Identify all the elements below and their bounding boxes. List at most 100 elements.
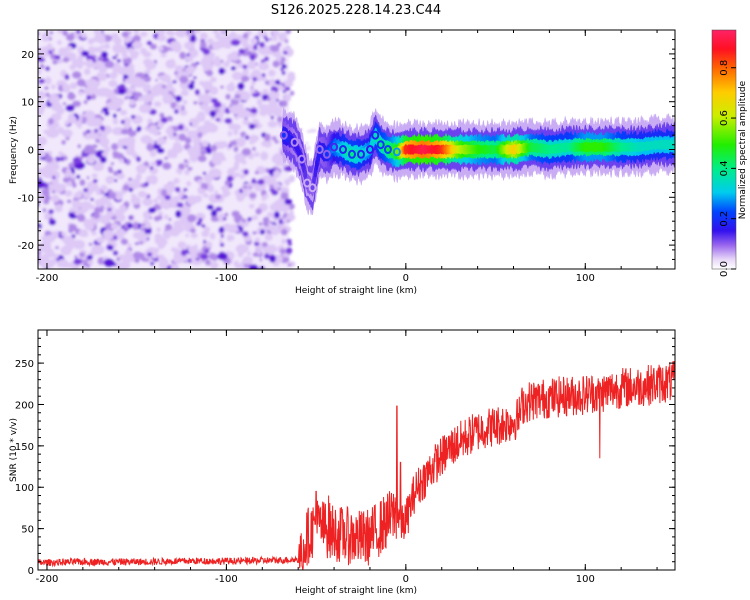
noise-blob	[149, 43, 157, 50]
noise-blob	[132, 231, 143, 239]
noise-blob	[195, 212, 206, 221]
noise-blob	[64, 235, 74, 245]
noise-blob	[162, 230, 172, 240]
noise-blob	[62, 102, 67, 106]
noise-blob	[197, 111, 206, 121]
noise-blob	[85, 59, 94, 69]
noise-blob	[124, 35, 135, 44]
snr-y-ticks: 0 50 100 150 200 250	[15, 329, 675, 577]
noise-blob	[100, 195, 109, 205]
noise-blob	[142, 197, 154, 207]
noise-blob	[112, 151, 118, 156]
noise-blob	[163, 201, 171, 210]
colorbar-label: Normalized spectral amplitude	[738, 80, 748, 219]
noise-blob	[153, 101, 162, 107]
noise-blob	[278, 32, 287, 42]
noise-blob	[221, 30, 226, 33]
noise-blob	[220, 185, 228, 192]
noise-blob	[276, 84, 284, 91]
noise-blob	[108, 191, 117, 200]
noise-blob	[200, 182, 207, 189]
noise-blob	[69, 207, 76, 213]
spectrogram-y-ticks: -20 -10 0 10 20	[18, 29, 675, 270]
noise-blob	[251, 118, 260, 125]
noise-blob	[237, 108, 251, 119]
noise-blob	[238, 91, 251, 101]
noise-blob	[202, 124, 208, 130]
colorbar-tick-label: 0.6	[719, 110, 730, 126]
noise-blob	[275, 98, 280, 102]
noise-blob	[102, 58, 108, 62]
noise-blob	[42, 189, 50, 197]
noise-blob	[156, 30, 166, 36]
noise-blob	[100, 110, 104, 114]
noise-blob	[72, 100, 82, 108]
noise-blob	[128, 215, 132, 220]
noise-blob	[45, 66, 51, 72]
noise-blob	[127, 130, 137, 137]
noise-blob	[281, 70, 286, 75]
noise-blob	[92, 212, 100, 219]
noise-blob	[78, 229, 88, 238]
noise-blob	[45, 92, 50, 97]
noise-blob	[224, 180, 231, 186]
noise-blob	[148, 207, 157, 214]
noise-blob	[79, 179, 86, 187]
noise-blob	[213, 101, 222, 108]
colorbar-tick-label: 0.4	[719, 160, 730, 176]
noise-blob	[96, 236, 105, 244]
noise-blob	[259, 258, 263, 262]
signal-band-cell	[312, 175, 316, 186]
noise-blob	[168, 91, 173, 95]
signal-blob	[359, 151, 363, 157]
noise-blob	[61, 140, 66, 144]
noise-blob	[91, 231, 97, 236]
noise-blob	[252, 146, 256, 151]
figure-title: S126.2025.228.14.23.C44	[271, 3, 441, 18]
colorbar-tick-label: 0.2	[719, 211, 730, 227]
noise-blob	[286, 213, 294, 221]
noise-blob	[88, 242, 93, 246]
noise-blob	[129, 75, 138, 83]
noise-blob	[112, 113, 117, 119]
noise-blob	[177, 168, 183, 175]
signal-blob	[341, 147, 345, 152]
noise-blob	[242, 119, 250, 126]
noise-blob	[136, 183, 141, 189]
noise-blob	[166, 115, 173, 122]
spectrogram-y-tick-label: -20	[18, 241, 34, 252]
noise-blob	[236, 192, 245, 202]
noise-blob	[163, 136, 167, 140]
noise-blob	[282, 80, 294, 88]
noise-blob	[38, 226, 40, 233]
noise-blob	[68, 223, 78, 232]
noise-blob	[234, 172, 241, 177]
noise-blob	[91, 173, 98, 178]
noise-blob	[107, 166, 113, 173]
noise-blob	[70, 173, 75, 180]
noise-blob	[180, 196, 186, 201]
noise-blob	[115, 53, 119, 57]
noise-blob	[276, 42, 282, 47]
noise-blob	[271, 189, 279, 196]
noise-blob	[164, 195, 171, 200]
noise-blob	[65, 262, 71, 268]
noise-blob	[215, 118, 221, 122]
noise-blob	[258, 105, 264, 110]
noise-blob	[136, 125, 142, 132]
noise-blob	[48, 183, 53, 188]
noise-blob	[190, 228, 196, 234]
noise-blob	[167, 149, 174, 156]
noise-blob	[279, 202, 290, 213]
noise-blob	[53, 253, 59, 259]
noise-blob	[55, 246, 59, 250]
noise-blob	[45, 234, 55, 243]
noise-blob	[251, 178, 257, 184]
noise-blob	[266, 229, 271, 235]
noise-blob	[280, 67, 284, 71]
noise-blob	[58, 151, 63, 157]
noise-blob	[129, 99, 135, 106]
noise-blob	[132, 34, 141, 43]
noise-blob	[157, 34, 167, 42]
noise-blob	[199, 32, 208, 40]
